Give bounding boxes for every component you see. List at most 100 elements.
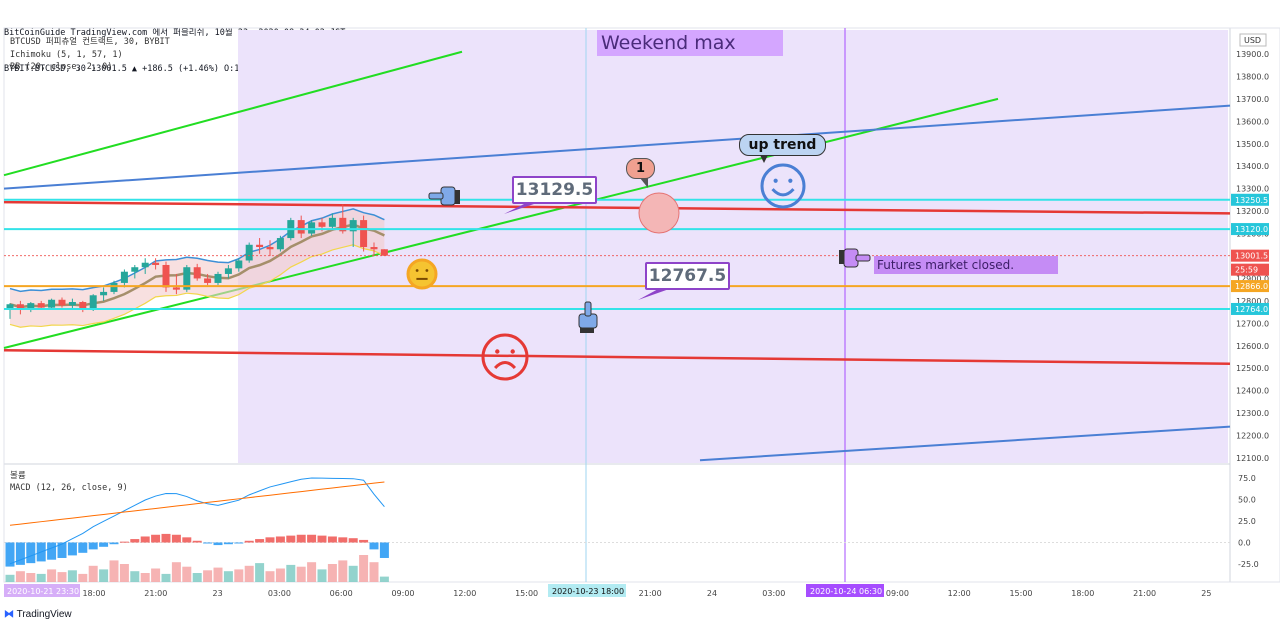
volume-bar — [359, 555, 369, 582]
candle-body[interactable] — [68, 302, 76, 306]
price-tag-box — [1231, 302, 1269, 315]
tradingview-logo[interactable]: ⧓ TradingView — [4, 609, 72, 620]
candle-body[interactable] — [120, 271, 128, 283]
macd-histogram-bar — [47, 542, 57, 560]
volume-bar — [192, 573, 202, 582]
price-tag-label: 13120.0 — [1235, 225, 1268, 234]
candle-body[interactable] — [308, 222, 316, 234]
candle-body[interactable] — [235, 260, 243, 269]
pointing-hand-icon[interactable] — [428, 186, 460, 206]
volume-bar — [161, 573, 171, 582]
callout-pointer-high — [504, 202, 540, 214]
candle-body[interactable] — [141, 262, 149, 268]
candle-body[interactable] — [48, 299, 56, 308]
candle-body[interactable] — [245, 244, 253, 261]
candle-body[interactable] — [297, 220, 305, 234]
volume-bar — [67, 570, 77, 582]
price-tick-label: 13600.0 — [1236, 117, 1269, 126]
legend-symbol: BTCUSD 퍼피츄얼 컨트랙트, 30, BYBIT — [10, 37, 170, 47]
pointing-hand-up-icon[interactable] — [578, 301, 598, 333]
macd-histogram-bar — [244, 540, 254, 543]
blue-trendline-upper[interactable] — [3, 104, 1231, 190]
candle-body[interactable] — [37, 303, 45, 308]
time-tick-label: 12:00 — [453, 589, 476, 598]
volume-bar — [275, 568, 285, 582]
price-callout-low[interactable]: 12767.5 — [645, 262, 730, 290]
candle-body[interactable] — [380, 249, 388, 256]
candle-body[interactable] — [339, 217, 347, 232]
candle-body[interactable] — [16, 304, 24, 310]
volume-bar — [36, 573, 46, 582]
price-callout-high[interactable]: 13129.5 — [512, 176, 597, 204]
candle-body[interactable] — [162, 264, 170, 288]
price-tick-label: 12500.0 — [1236, 364, 1269, 373]
candle-body[interactable] — [256, 244, 264, 248]
red-resistance-line[interactable] — [3, 200, 1231, 215]
futures-closed-label[interactable]: Futures market closed. — [874, 256, 1058, 274]
time-tick-label: 03:00 — [268, 589, 291, 598]
candle-body[interactable] — [79, 302, 87, 310]
candle-body[interactable] — [110, 282, 118, 292]
price-tag-label: 25:59 — [1235, 266, 1258, 275]
candle-body[interactable] — [360, 220, 368, 248]
candle-body[interactable] — [152, 262, 160, 265]
time-tick-label: 21:00 — [1133, 589, 1156, 598]
volume-bar — [203, 570, 213, 582]
candle-body[interactable] — [204, 278, 212, 283]
volume-bar — [130, 571, 140, 582]
candle-body[interactable] — [183, 267, 191, 290]
candle-body[interactable] — [100, 291, 108, 296]
price-tick-label: 12300.0 — [1236, 409, 1269, 418]
candle-body[interactable] — [266, 247, 274, 250]
volume-bar — [348, 565, 358, 582]
highlight-circle[interactable] — [638, 192, 680, 234]
candle-body[interactable] — [27, 303, 35, 310]
tradingview-logo-icon: ⧓ — [4, 609, 14, 620]
volume-bar — [223, 571, 233, 582]
candle-body[interactable] — [276, 238, 284, 250]
macd-histogram-bar — [255, 539, 265, 543]
legend-bb: BB (20, close, 2, 0) — [10, 62, 113, 72]
macd-histogram-bar — [109, 542, 119, 545]
time-tick-label: 18:00 — [1071, 589, 1094, 598]
sad-face-icon[interactable] — [481, 333, 529, 381]
candle-body[interactable] — [172, 287, 180, 290]
time-tick-label: 06:00 — [330, 589, 353, 598]
red-support-line[interactable] — [3, 349, 1231, 365]
candle-body[interactable] — [370, 247, 378, 250]
volume-bar — [171, 562, 181, 582]
macd-histogram-bar — [307, 534, 317, 543]
up-trend-label[interactable]: up trend — [739, 134, 826, 156]
pointing-hand-right-icon[interactable] — [839, 248, 871, 268]
time-tick-label: 21:00 — [639, 589, 662, 598]
candle-body[interactable] — [89, 295, 97, 310]
legend-volume: 볼륨 — [10, 471, 26, 481]
candle-body[interactable] — [58, 299, 66, 306]
weekend-max-label[interactable]: Weekend max — [597, 30, 783, 56]
price-tag-label: 13001.5 — [1235, 252, 1268, 261]
macd-histogram-bar — [15, 542, 25, 565]
green-trendline[interactable] — [3, 97, 999, 349]
volume-bar — [244, 565, 254, 582]
candle-body[interactable] — [6, 304, 14, 310]
price-tag-label: 12866.0 — [1235, 282, 1268, 291]
volume-bar — [369, 562, 379, 582]
blue-trendline-lower[interactable] — [699, 425, 1231, 462]
candle-body[interactable] — [224, 268, 232, 274]
volume-bar — [234, 569, 244, 582]
candle-body[interactable] — [214, 273, 222, 283]
volume-bar — [296, 566, 306, 582]
legend-ichimoku: Ichimoku (5, 1, 57, 1) — [10, 50, 123, 60]
green-channel-upper[interactable] — [3, 50, 463, 177]
volume-bar — [213, 567, 223, 582]
candle-body[interactable] — [193, 267, 201, 279]
candle-body[interactable] — [328, 217, 336, 227]
candle-body[interactable] — [131, 267, 139, 272]
note-number-badge[interactable]: 1 — [626, 158, 655, 179]
candle-body[interactable] — [318, 222, 326, 227]
macd-histogram-bar — [130, 539, 140, 543]
candle-body[interactable] — [349, 220, 357, 232]
happy-face-icon[interactable] — [760, 163, 806, 209]
neutral-face-icon[interactable] — [406, 258, 438, 290]
